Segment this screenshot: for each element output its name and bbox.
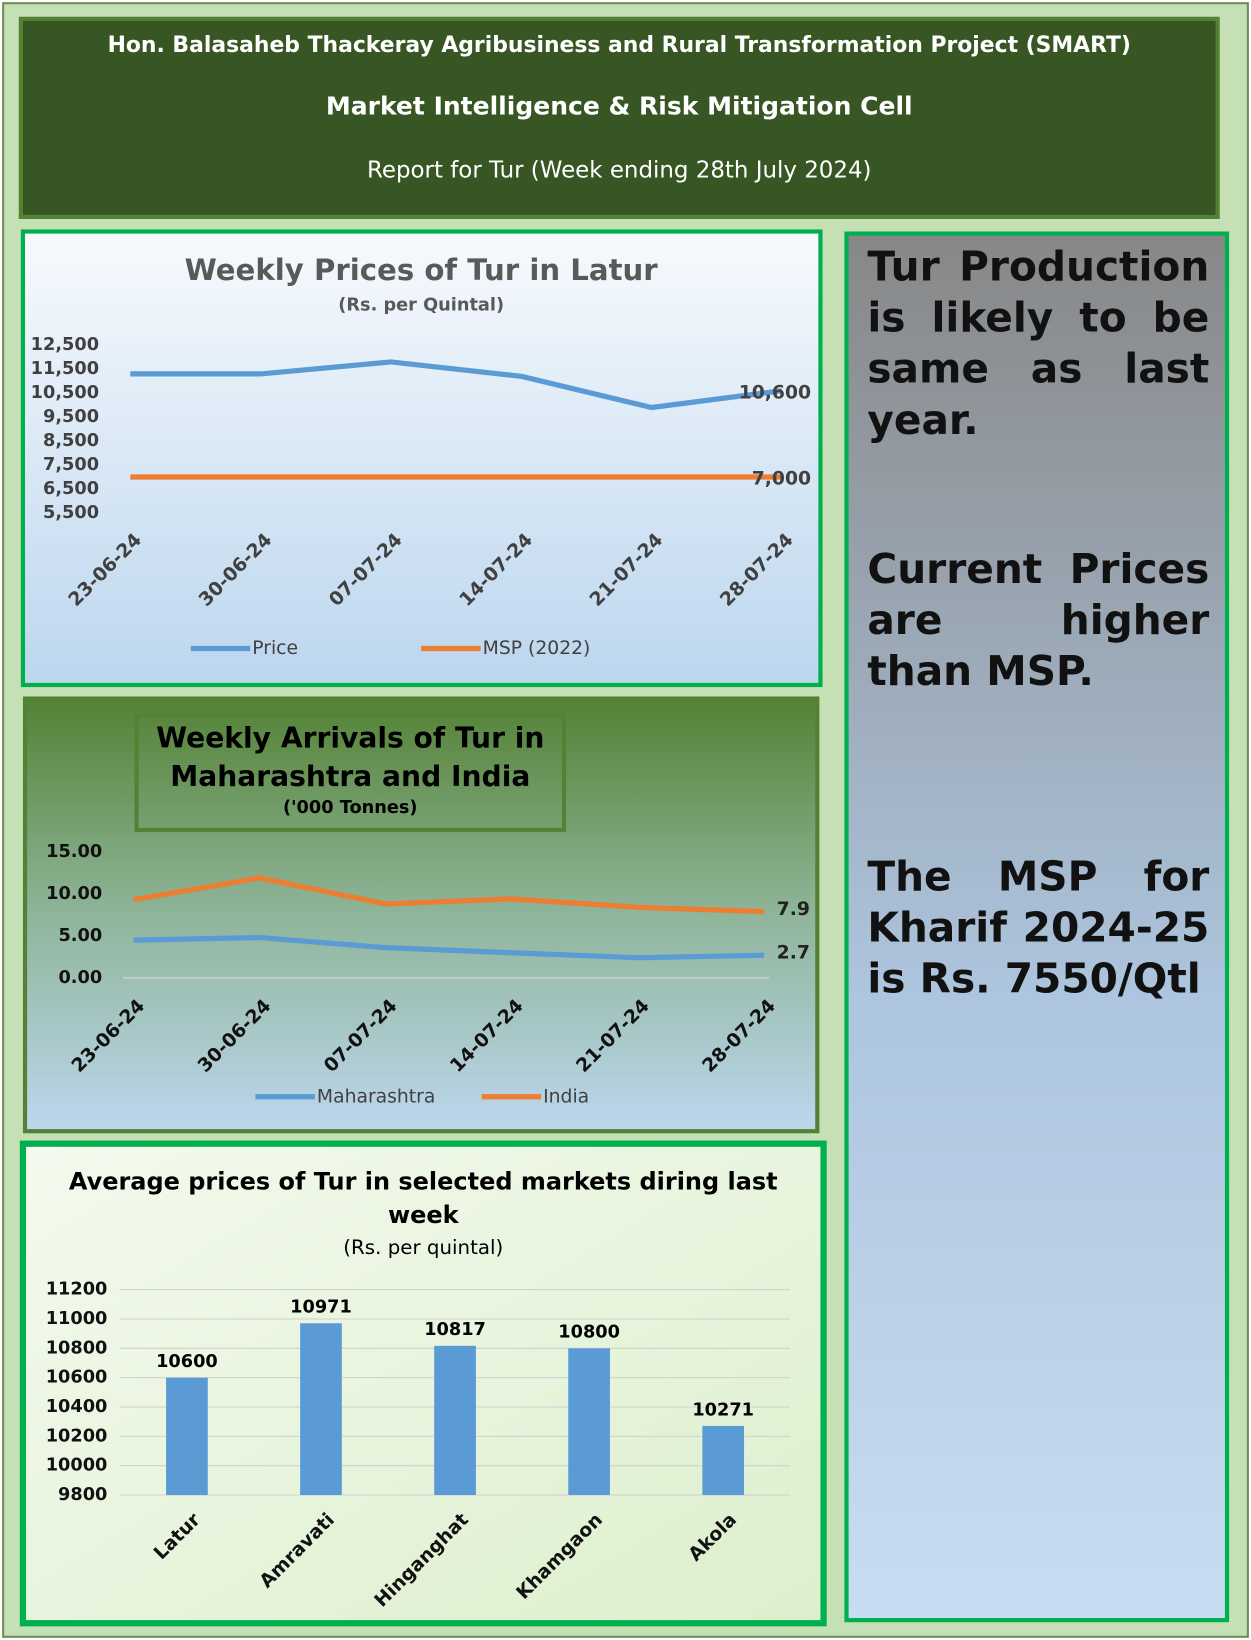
legend-label: MSP (2022) (483, 638, 591, 659)
chart-subtitle: ('000 Tonnes) (283, 797, 418, 819)
y-tick-label: 9,500 (43, 407, 99, 427)
data-label: 10,600 (739, 382, 811, 403)
y-tick-label: 12,500 (31, 335, 99, 355)
data-label: 10271 (692, 1400, 754, 1420)
legend-label: India (543, 1086, 589, 1107)
notes-panel (844, 231, 1230, 1623)
y-tick-label: 7,500 (43, 455, 99, 475)
data-label: 2.7 (777, 943, 810, 964)
line (133, 934, 765, 961)
note: Current Prices are higher than MSP. (867, 546, 1210, 696)
data-label: 10800 (558, 1323, 620, 1343)
y-tick-label: 15.00 (46, 842, 102, 862)
bar (434, 1345, 476, 1496)
panel (19, 1140, 827, 1627)
y-tick-label: 11,500 (31, 359, 99, 379)
chart-title: Weekly Arrivals of Tur in Maharashtra an… (156, 722, 545, 794)
y-tick-label: 10400 (46, 1397, 108, 1417)
y-tick-label: 9800 (58, 1485, 107, 1505)
header-cell: Market Intelligence & Risk Mitigation Ce… (326, 91, 913, 120)
bar (166, 1377, 208, 1496)
line (130, 359, 783, 411)
header-report: Report for Tur (Week ending 28th July 20… (367, 158, 872, 184)
data-label: 7.9 (777, 899, 810, 920)
y-tick-label: 10,500 (31, 383, 99, 403)
bar (568, 1348, 610, 1496)
y-tick-label: 8,500 (43, 431, 99, 451)
y-tick-label: 10000 (46, 1456, 108, 1476)
notes: Tur Production is likely to be same as l… (867, 244, 1210, 1003)
y-tick-label: 0.00 (58, 968, 102, 988)
note: Tur Production is likely to be same as l… (867, 244, 1210, 445)
y-tick-label: 6,500 (43, 479, 99, 499)
y-tick-label: 5.00 (58, 926, 102, 946)
chart-heading: Average prices of Tur in selected market… (68, 1168, 778, 1260)
data-label: 10600 (156, 1352, 218, 1372)
panel (22, 696, 820, 1134)
header-box (18, 16, 1220, 219)
chart-title: Weekly Prices of Tur in Latur (185, 253, 659, 287)
y-tick-label: 11000 (46, 1309, 108, 1329)
chart-title: Average prices of Tur in selected market… (68, 1168, 778, 1230)
legend-label: Price (252, 638, 298, 659)
data-label: 10971 (290, 1298, 352, 1318)
y-tick-label: 5,500 (43, 503, 99, 523)
data-label: 7,000 (752, 469, 811, 490)
bar (300, 1323, 342, 1496)
y-tick-label: 11200 (46, 1280, 108, 1300)
panel (20, 229, 823, 688)
y-tick-label: 10200 (46, 1426, 108, 1446)
y-tick-label: 10.00 (46, 884, 102, 904)
y-tick-label: 10800 (46, 1338, 108, 1358)
y-tick-label: 10600 (46, 1368, 108, 1388)
bar (702, 1425, 745, 1496)
chart-subtitle: (Rs. per Quintal) (338, 296, 504, 316)
chart-subtitle: (Rs. per quintal) (343, 1236, 504, 1260)
line (132, 875, 765, 915)
data-label: 10817 (424, 1320, 486, 1340)
chart-heading: Weekly Arrivals of Tur in Maharashtra an… (156, 722, 545, 819)
header-project: Hon. Balasaheb Thackeray Agribusiness an… (108, 33, 1131, 58)
note: The MSP for Kharif 2024-25 is Rs. 7550/Q… (867, 853, 1210, 1003)
legend-label: Maharashtra (317, 1086, 435, 1107)
title-box (134, 713, 567, 832)
